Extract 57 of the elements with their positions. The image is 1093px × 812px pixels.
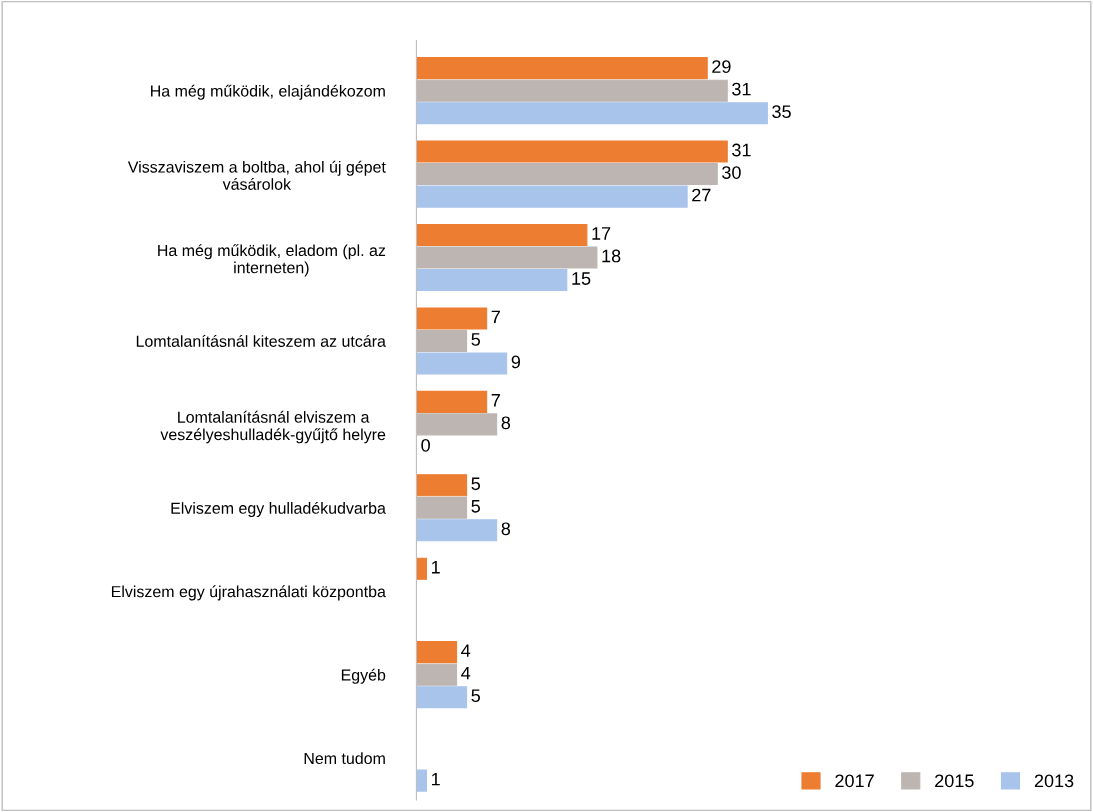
legend-label: 2015	[935, 774, 974, 788]
data-label: 1	[432, 772, 440, 786]
data-label: 4	[461, 644, 471, 657]
bar	[416, 390, 488, 413]
data-label: 7	[491, 310, 500, 324]
data-label: 31	[732, 82, 751, 96]
bar	[416, 663, 458, 686]
bar	[416, 641, 458, 664]
data-label: 5	[471, 477, 481, 491]
data-label: 30	[722, 166, 741, 179]
data-label: 0	[421, 438, 430, 452]
y-tick-label: Elviszem egy hulladékudvarba	[171, 501, 386, 518]
bar	[416, 496, 468, 519]
bar	[416, 57, 708, 80]
data-label: 35	[772, 105, 791, 119]
data-label: 5	[471, 689, 481, 703]
bar	[416, 352, 508, 375]
bar	[416, 474, 468, 497]
data-label: 17	[592, 227, 611, 240]
data-label: 15	[572, 272, 591, 285]
bar	[416, 413, 498, 436]
data-label: 29	[712, 60, 731, 73]
data-label: 9	[511, 355, 521, 369]
y-tick-label: Egyéb	[341, 668, 386, 684]
legend-label: 2013	[1034, 774, 1074, 788]
bar	[416, 329, 468, 352]
data-label: 8	[501, 522, 511, 536]
bar	[416, 185, 688, 208]
bar	[416, 307, 488, 330]
y-tick-label: Ha még működik, eladom (pl. az interneten)	[158, 244, 386, 277]
y-tick-label: Elviszem egy újrahasználati központba	[111, 585, 386, 601]
bar	[416, 557, 428, 580]
data-label: 4	[461, 666, 471, 680]
bar	[416, 519, 498, 542]
data-label: 31	[732, 143, 751, 157]
data-label: 5	[471, 333, 481, 346]
bar	[416, 79, 728, 102]
bar	[416, 163, 718, 186]
data-label: 1	[432, 560, 440, 574]
data-label: 27	[692, 188, 711, 202]
bar	[416, 140, 728, 163]
bar	[416, 246, 598, 269]
data-label: 18	[602, 249, 621, 263]
y-tick-label: Nem tudom	[304, 752, 385, 765]
data-label: 8	[501, 416, 511, 430]
y-tick-label: Visszaviszem a boltba, ahol új gépet vásárolok	[127, 160, 386, 190]
bar	[416, 102, 768, 125]
y-tick-label: Lomtalanításnál elviszem a veszélyeshulladék-gyűjtő helyre	[160, 410, 386, 444]
bar	[416, 223, 588, 247]
y-tick-label: Lomtalanításnál kiteszem az utcára	[136, 334, 386, 347]
bar	[416, 769, 428, 792]
bar	[416, 269, 568, 292]
bar	[416, 686, 468, 709]
legend-label: 2017	[835, 774, 874, 788]
data-label: 5	[471, 500, 481, 513]
data-label: 7	[491, 394, 500, 407]
y-tick-label: Ha még működik, elajándékozom	[151, 84, 385, 100]
